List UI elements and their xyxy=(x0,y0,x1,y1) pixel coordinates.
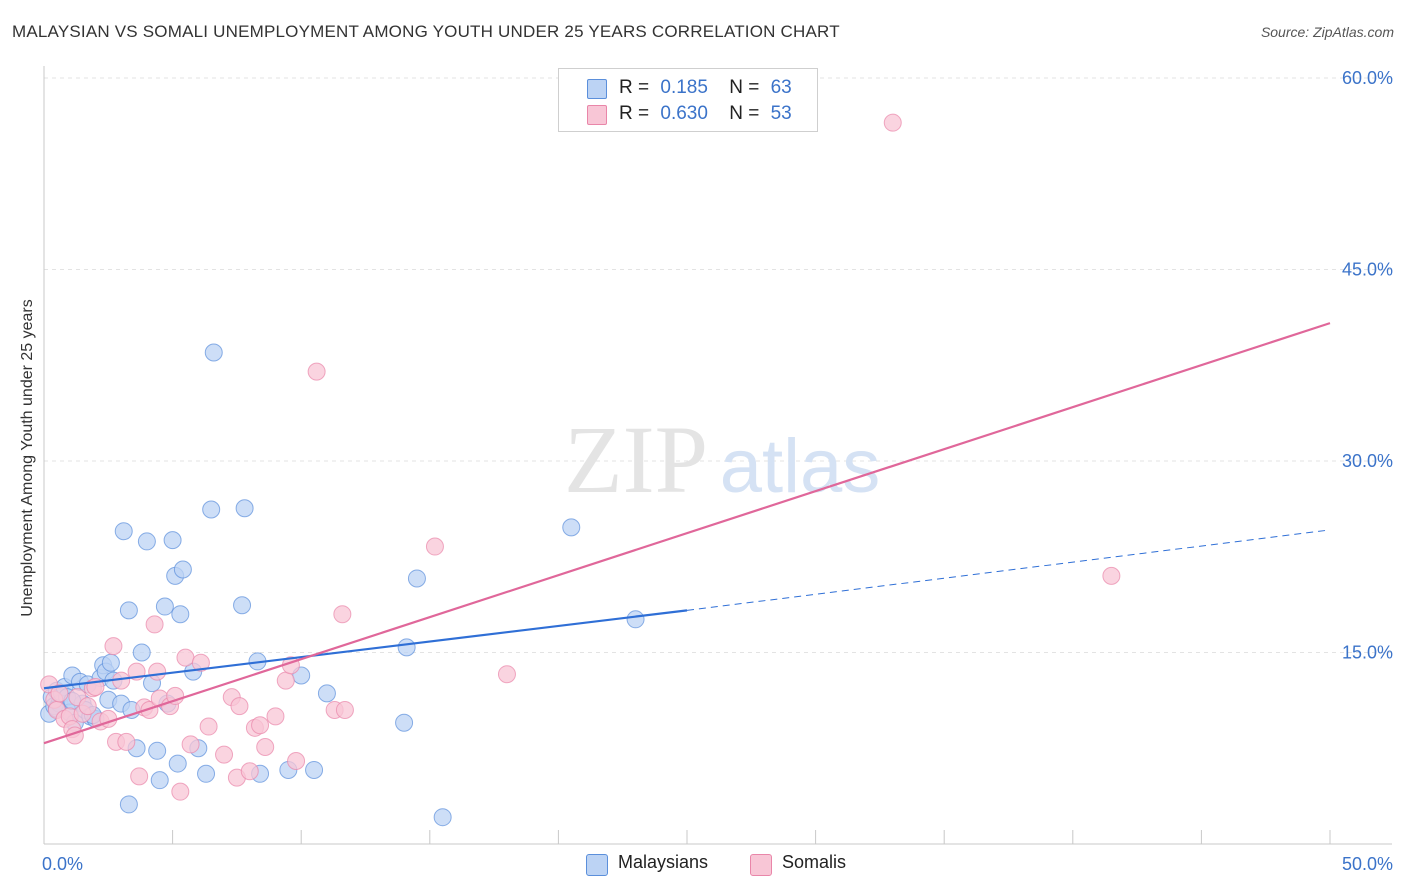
somali-point xyxy=(1102,566,1121,585)
somali-point xyxy=(307,362,326,381)
y-tick-label: 45.0% xyxy=(1342,260,1393,280)
correlation-legend: R = 0.185 N = 63 R = 0.630 N = 53 xyxy=(558,68,818,132)
somali-point xyxy=(140,700,159,719)
somali-point xyxy=(251,716,270,735)
r-value: 0.185 xyxy=(660,77,708,98)
malaysian-point xyxy=(235,499,254,518)
somali-point xyxy=(148,662,167,681)
somali-point xyxy=(335,700,354,719)
y-tick-label: 30.0% xyxy=(1342,451,1393,471)
malaysian-point xyxy=(204,343,223,362)
malaysian-point xyxy=(397,638,416,657)
legend-label-somalis: Somalis xyxy=(782,852,847,872)
x-tick-label: 0.0% xyxy=(42,854,83,874)
legend-swatch-malaysians xyxy=(587,79,607,99)
somali-point xyxy=(104,637,123,656)
n-value: 53 xyxy=(770,103,792,124)
malaysian-point xyxy=(173,560,192,579)
somali-point xyxy=(497,665,516,684)
somali-point xyxy=(240,762,259,781)
somali-point xyxy=(215,745,234,764)
somali-point xyxy=(166,686,185,705)
somali-point xyxy=(181,735,200,754)
malaysian-point xyxy=(114,522,133,541)
x-tick-label: 50.0% xyxy=(1342,854,1393,874)
malaysian-point xyxy=(150,771,169,790)
data-points xyxy=(40,113,1121,827)
somali-point xyxy=(191,653,210,672)
malaysian-point xyxy=(626,610,645,629)
legend-swatch-somalis xyxy=(750,854,772,876)
somali-point xyxy=(171,782,190,801)
trendlines xyxy=(43,322,1331,745)
malaysian-point xyxy=(171,605,190,624)
r-label: R = xyxy=(619,103,650,124)
malaysian-point xyxy=(132,643,151,662)
legend-swatch-malaysians xyxy=(586,854,608,876)
malaysian-point xyxy=(155,597,174,616)
somali-point xyxy=(199,717,218,736)
source-label: Source: ZipAtlas.com xyxy=(1260,24,1394,40)
y-tick-label: 15.0% xyxy=(1342,643,1393,663)
somali-point xyxy=(333,605,352,624)
somali-point xyxy=(50,684,69,703)
malaysian-point xyxy=(137,532,156,551)
malaysian-point xyxy=(148,741,167,760)
malaysian-point xyxy=(119,601,138,620)
r-label: R = xyxy=(619,77,650,98)
r-value: 0.630 xyxy=(660,103,708,124)
legend-label-malaysians: Malaysians xyxy=(618,852,709,872)
grid xyxy=(44,77,1392,653)
malaysian-point xyxy=(197,764,216,783)
malaysian-point xyxy=(168,754,187,773)
malaysian-point xyxy=(562,518,581,537)
n-value: 63 xyxy=(770,77,792,98)
malaysian-point xyxy=(407,569,426,588)
somali-point xyxy=(145,615,164,634)
malaysian-point xyxy=(233,596,252,615)
malaysian-point xyxy=(202,500,221,519)
y-tick-label: 60.0% xyxy=(1342,68,1393,88)
somali-point xyxy=(266,707,285,726)
somali-point xyxy=(276,671,295,690)
somali-trendline xyxy=(43,322,1331,745)
somali-point xyxy=(287,752,306,771)
malaysian-point xyxy=(395,713,414,732)
malaysian-point xyxy=(433,808,452,827)
legend-text-somalis: R = 0.630 N = 53 xyxy=(619,103,792,125)
chart-title: MALAYSIAN VS SOMALI UNEMPLOYMENT AMONG Y… xyxy=(12,22,840,41)
malaysian-trendline-extension xyxy=(686,529,1331,611)
tick-labels: 15.0% 30.0% 45.0% 60.0% 0.0% 50.0% xyxy=(42,68,1393,874)
somali-point xyxy=(130,767,149,786)
watermark-zip: ZIP xyxy=(564,406,708,513)
malaysian-trendline xyxy=(43,609,688,690)
somali-point xyxy=(256,737,275,756)
somali-point xyxy=(78,697,97,716)
somali-point xyxy=(883,113,902,132)
malaysian-point xyxy=(101,653,120,672)
n-label: N = xyxy=(729,77,760,98)
n-label: N = xyxy=(729,103,760,124)
legend-text-malaysians: R = 0.185 N = 63 xyxy=(619,77,792,99)
malaysian-point xyxy=(119,795,138,814)
somali-point xyxy=(176,648,195,667)
malaysian-point xyxy=(163,531,182,550)
somali-point xyxy=(117,732,136,751)
malaysian-point xyxy=(305,760,324,779)
somali-point xyxy=(230,697,249,716)
watermark-atlas: atlas xyxy=(720,424,881,509)
somali-point xyxy=(425,537,444,556)
legend-swatch-somalis xyxy=(587,105,607,125)
malaysian-point xyxy=(317,684,336,703)
